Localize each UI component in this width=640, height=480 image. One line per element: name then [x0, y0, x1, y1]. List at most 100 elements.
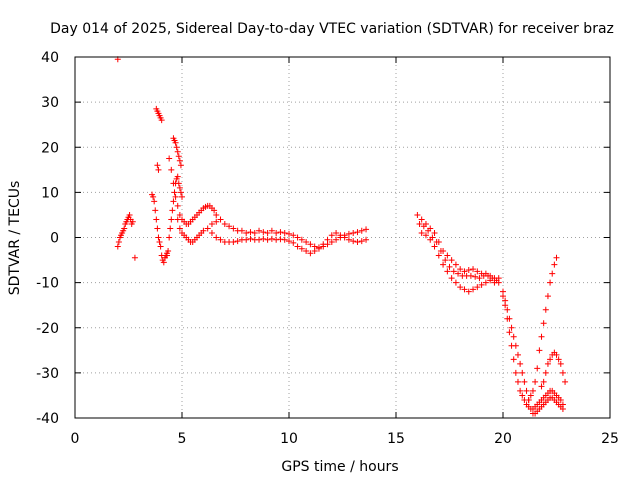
data-point — [333, 229, 340, 236]
data-point — [461, 286, 468, 293]
data-point — [260, 229, 267, 236]
data-point — [455, 270, 462, 277]
data-point — [517, 360, 524, 367]
data-point — [166, 155, 173, 162]
data-point — [176, 184, 183, 191]
data-point — [174, 173, 181, 180]
data-point — [155, 166, 162, 173]
data-point — [559, 405, 566, 412]
data-point — [358, 238, 365, 245]
data-point — [286, 230, 292, 237]
data-point — [324, 236, 331, 243]
data-point — [350, 238, 357, 245]
data-point — [345, 230, 352, 237]
data-point — [358, 227, 365, 234]
data-point — [167, 225, 174, 232]
data-point — [538, 333, 545, 340]
data-point — [208, 220, 215, 227]
data-point — [542, 306, 549, 313]
data-point — [555, 356, 562, 363]
data-point — [482, 279, 489, 286]
data-point — [508, 324, 515, 331]
data-point — [337, 232, 344, 239]
data-point — [547, 279, 554, 286]
data-point — [448, 275, 455, 282]
data-point — [165, 248, 172, 255]
data-point — [230, 239, 237, 246]
data-point — [298, 245, 305, 252]
data-point — [176, 211, 183, 218]
data-point — [444, 268, 451, 275]
data-point — [294, 234, 301, 241]
data-point — [131, 254, 138, 261]
data-point — [525, 403, 532, 410]
data-point — [315, 245, 322, 252]
data-point — [226, 223, 233, 230]
data-point — [268, 227, 275, 234]
data-point — [156, 239, 163, 246]
data-point — [474, 284, 481, 291]
data-point — [230, 225, 237, 232]
data-point — [164, 252, 171, 259]
data-point — [173, 144, 180, 151]
data-point — [422, 232, 429, 239]
data-point — [154, 162, 161, 169]
y-tick-label: -10 — [36, 276, 59, 292]
data-point — [345, 236, 352, 243]
data-point — [517, 387, 524, 394]
y-tick-label: -40 — [36, 411, 59, 427]
data-point — [435, 252, 442, 259]
data-point — [174, 216, 181, 223]
data-point — [307, 241, 314, 248]
x-tick-label: 15 — [387, 431, 405, 447]
data-point — [204, 225, 211, 232]
data-point — [277, 229, 284, 236]
data-point — [500, 293, 506, 300]
data-point — [446, 263, 453, 270]
data-point — [328, 239, 335, 246]
data-points — [114, 56, 569, 417]
data-point — [217, 216, 224, 223]
data-point — [160, 259, 167, 266]
data-point — [540, 378, 547, 385]
data-point — [273, 229, 280, 236]
data-point — [176, 157, 183, 164]
data-point — [213, 218, 220, 225]
y-tick-labels: -40 -30 -20 -10 0 10 20 30 40 — [36, 50, 59, 427]
data-point — [172, 139, 179, 146]
data-point — [557, 360, 564, 367]
data-point — [213, 234, 220, 241]
data-point — [431, 243, 438, 250]
data-point — [440, 261, 447, 268]
data-point — [341, 234, 348, 241]
data-point — [418, 216, 425, 223]
data-point — [414, 211, 421, 218]
data-point — [519, 392, 526, 399]
data-point — [155, 234, 162, 241]
data-point — [247, 229, 254, 236]
data-point — [320, 241, 327, 248]
data-point — [547, 356, 554, 363]
data-point — [485, 272, 492, 279]
data-point — [256, 236, 263, 243]
data-point — [544, 293, 551, 300]
data-point — [171, 189, 178, 196]
data-point — [256, 227, 263, 234]
data-point — [529, 387, 536, 394]
y-tick-label: 0 — [50, 231, 59, 247]
x-tick-label: 0 — [71, 431, 80, 447]
data-point — [158, 117, 165, 124]
data-point — [166, 234, 173, 241]
data-point — [470, 266, 477, 273]
data-point — [433, 239, 440, 246]
x-tick-label: 5 — [178, 431, 187, 447]
data-point — [175, 153, 182, 160]
x-axis-label: GPS time / hours — [281, 459, 398, 475]
axis-ticks — [74, 56, 611, 419]
data-point — [512, 369, 519, 376]
data-point — [175, 180, 182, 187]
data-point — [553, 351, 560, 358]
data-point — [502, 302, 509, 309]
data-point — [514, 351, 521, 358]
data-point — [168, 166, 175, 173]
